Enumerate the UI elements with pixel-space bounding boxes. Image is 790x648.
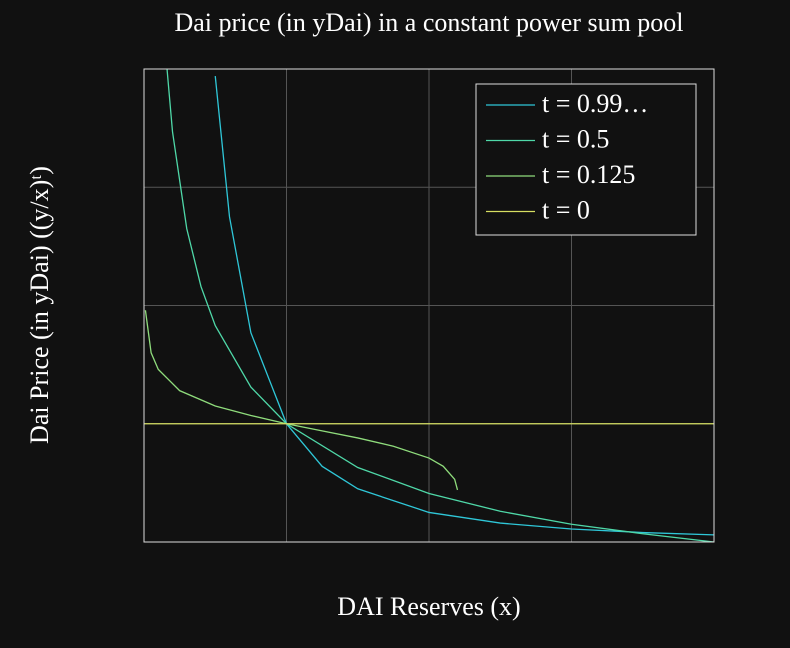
plot-area xyxy=(144,69,714,542)
legend-box xyxy=(475,83,697,236)
y-axis-label: Dai Price (in yDai) ((y/x)ᵗ) xyxy=(25,166,54,444)
legend-label: t = 0 xyxy=(542,195,590,224)
legend-label: t = 0.5 xyxy=(542,124,609,153)
plot-frame xyxy=(143,68,715,543)
legend-label: t = 0.99… xyxy=(542,89,648,118)
x-axis-label: DAI Reserves (x) xyxy=(337,592,520,621)
series-line xyxy=(144,310,459,491)
legend: t = 0.99… t = 0.5 t = 0.125 t = 0 xyxy=(475,83,697,236)
series-line xyxy=(214,76,714,536)
legend-label: t = 0.125 xyxy=(542,160,635,189)
chart-title: Dai price (in yDai) in a constant power … xyxy=(174,8,683,37)
